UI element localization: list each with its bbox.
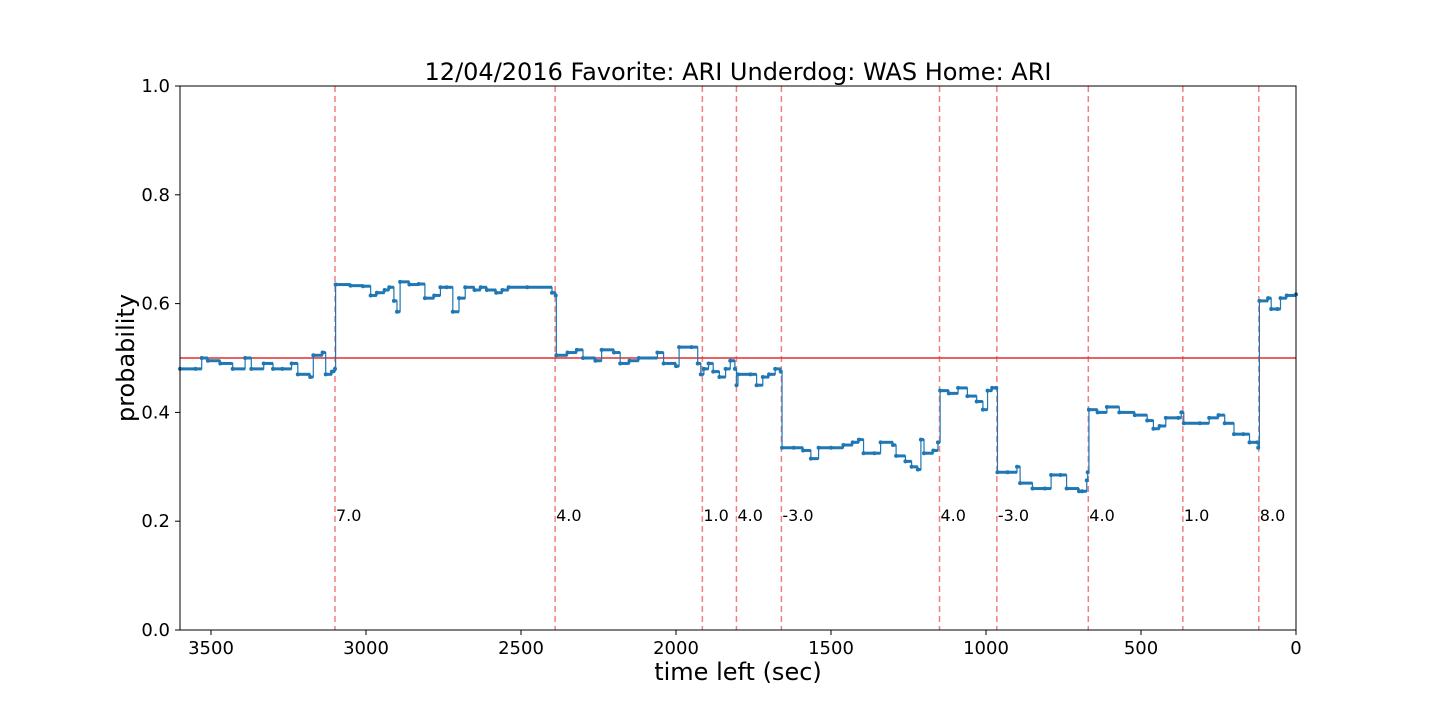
x-tick-label: 2500 [498, 638, 544, 659]
score-event-label: 4.0 [941, 506, 966, 525]
chart-title: 12/04/2016 Favorite: ARI Underdog: WAS H… [425, 58, 1052, 86]
score-event-label: 4.0 [556, 506, 581, 525]
x-tick-label: 2000 [653, 638, 699, 659]
x-tick-label: 3000 [343, 638, 389, 659]
series-group [178, 279, 1298, 494]
y-tick-label: 0.8 [141, 185, 170, 206]
plot-frame [179, 85, 1297, 631]
score-event-label: 4.0 [1089, 506, 1114, 525]
x-axis-label: time left (sec) [654, 658, 822, 686]
x-tick-label: 1500 [808, 638, 854, 659]
score-event-labels: 7.0 4.0 1.0 4.0 -3.0 4.0 -3.0 4.0 1.0 8.0 [336, 506, 1285, 525]
x-tick-label: 3500 [188, 638, 234, 659]
score-event-label: -3.0 [998, 506, 1029, 525]
score-event-label: 1.0 [703, 506, 728, 525]
y-tick-label: 0.2 [141, 511, 170, 532]
y-axis: 0.0 0.2 0.4 0.6 0.8 1.0 [141, 76, 180, 641]
score-event-label: 8.0 [1260, 506, 1285, 525]
x-tick-label: 0 [1290, 638, 1301, 659]
score-event-label: 1.0 [1184, 506, 1209, 525]
y-tick-label: 0.6 [141, 294, 170, 315]
x-tick-label: 500 [1124, 638, 1158, 659]
x-tick-label: 1000 [963, 638, 1009, 659]
score-event-label: -3.0 [782, 506, 813, 525]
y-tick-label: 0.4 [141, 402, 170, 423]
y-tick-label: 0.0 [141, 620, 170, 641]
score-event-label: 7.0 [336, 506, 361, 525]
score-event-label: 4.0 [737, 506, 762, 525]
y-axis-label: probability [112, 294, 140, 422]
x-axis: 3500 3000 2500 2000 1500 1000 500 0 [188, 630, 1302, 659]
y-tick-label: 1.0 [141, 76, 170, 97]
